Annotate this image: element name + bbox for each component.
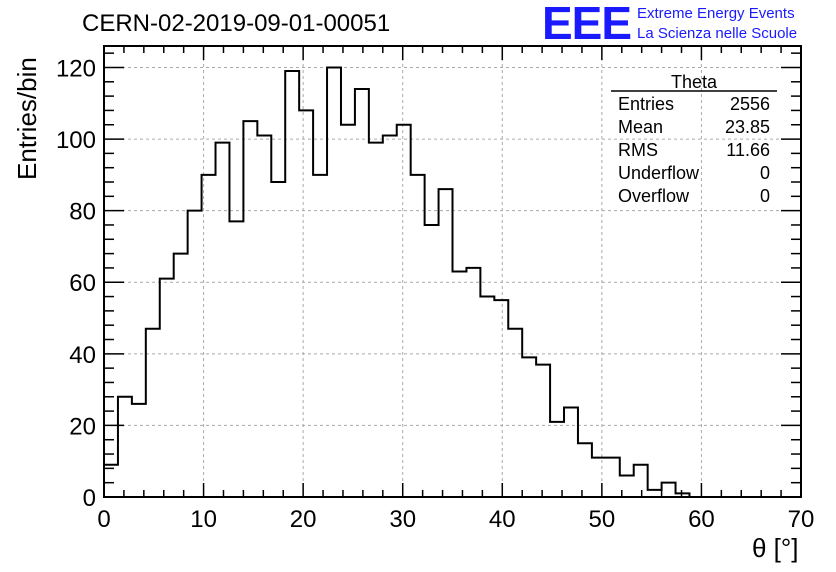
stats-value: 0 [760,163,770,183]
histogram-bin [285,71,299,497]
histogram-bin [453,272,467,498]
histogram-bin [174,254,188,497]
histogram-bin [313,175,327,497]
stats-label: Overflow [618,186,690,206]
chart-title: CERN-02-2019-09-01-00051 [82,10,391,37]
histogram-bin [216,143,230,497]
y-tick-label: 80 [69,199,96,226]
histogram-bin [104,465,118,497]
histogram-bin [229,221,243,497]
y-tick-label: 0 [83,485,96,512]
stats-value: 0 [760,186,770,206]
histogram-bin [662,483,676,497]
plot-frame [103,45,802,498]
histogram-bin [132,404,146,497]
histogram-bin [299,110,313,497]
histogram-bin [397,125,411,497]
stats-value: 23.85 [725,117,770,137]
histogram-bin [550,422,564,497]
x-tick-label: 0 [97,506,110,533]
histogram-bin [564,408,578,497]
histogram-bin [522,357,536,497]
histogram-bin [369,143,383,497]
y-axis-label-wrap: Entries/bin [8,57,48,190]
stats-title: Theta [671,72,718,92]
histogram-bin [592,458,606,497]
tick-labels: 0 10 20 30 40 50 60 70 0 20 40 60 80 100 120 [56,55,814,533]
histogram-bin [494,300,508,497]
stats-label: Underflow [618,163,700,183]
x-tick-label: 20 [290,506,317,533]
axis-ticks [103,46,802,498]
histogram-bin [411,175,425,497]
y-axis-label: Entries/bin [12,57,42,180]
stats-label: Entries [618,94,674,114]
x-tick-label: 50 [589,506,616,533]
y-tick-label: 120 [56,55,96,82]
y-tick-label: 60 [69,270,96,297]
y-tick-label: 20 [69,413,96,440]
histogram-bin [648,490,662,497]
histogram-bin [118,397,132,497]
histogram-outline [103,66,801,498]
histogram-bin [606,458,620,497]
x-tick-label: 40 [489,506,516,533]
histogram-bin [271,182,285,497]
histogram-bin [355,89,369,497]
stats-label: RMS [618,140,658,160]
histogram-bin [160,279,174,497]
histogram-bin [243,121,257,497]
logo-subtitle-1: Extreme Energy Events [637,5,795,22]
histogram-bin [341,125,355,497]
eee-logo: EEE [542,0,632,49]
x-tick-label: 10 [190,506,217,533]
histogram-bin [536,365,550,497]
histogram-bin [634,465,648,497]
histogram-bin [466,268,480,497]
stats-value: 11.66 [726,140,770,160]
x-tick-label: 30 [389,506,416,533]
x-axis-label: θ [°] [752,533,799,563]
x-tick-label: 60 [688,506,715,533]
stats-label: Mean [618,117,663,137]
stats-value: 2556 [730,94,770,114]
histogram-bin [480,297,494,497]
histogram-bin [439,189,453,497]
x-tick-label: 70 [788,506,815,533]
histogram-bin [578,443,592,497]
histogram-bin [257,135,271,497]
logo-subtitle-2: La Scienza nelle Scuole [637,25,798,42]
histogram-bin [383,135,397,497]
histogram-bin [425,225,439,497]
y-tick-label: 100 [56,127,96,154]
y-tick-label: 40 [69,342,96,369]
